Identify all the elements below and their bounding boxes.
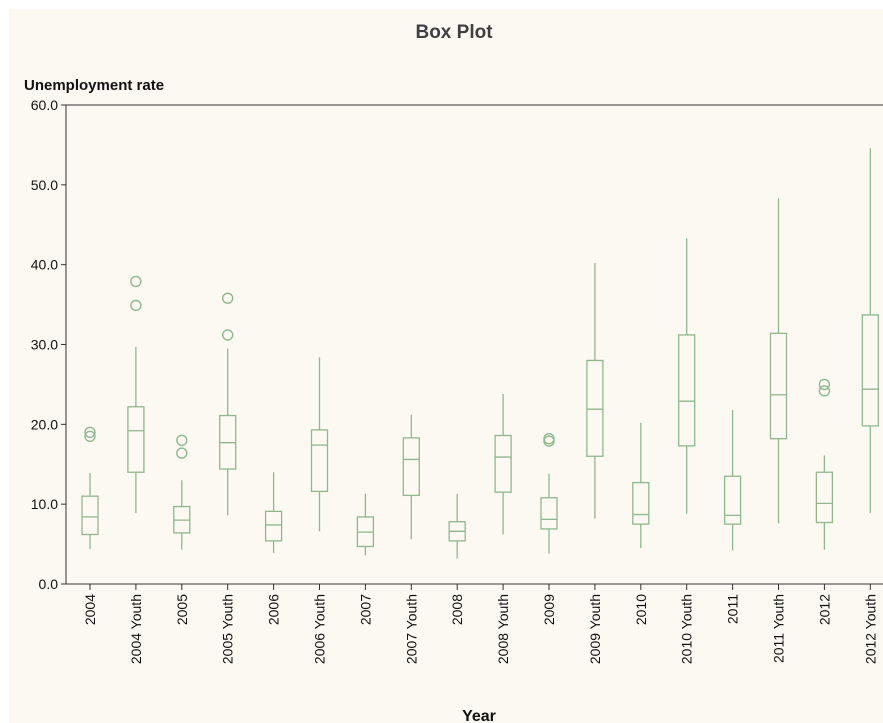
outlier-point xyxy=(221,329,234,341)
outlier-point xyxy=(84,426,96,439)
box-iqr xyxy=(127,406,145,473)
x-tick-label: 2010 Youth xyxy=(679,594,695,664)
box-iqr xyxy=(632,481,650,525)
y-tick-label: 30.0 xyxy=(31,337,58,353)
x-axis-title: Year xyxy=(462,708,496,723)
box-iqr xyxy=(540,497,558,530)
box-iqr xyxy=(81,495,99,536)
y-tick-label: 50.0 xyxy=(31,177,58,193)
box-iqr xyxy=(769,332,788,440)
plot-area: 0.0 10.0 20.0 30.0 40.0 50.0 60.0 2004 2004 Yout… xyxy=(31,97,883,664)
x-tick-label: 2012 xyxy=(816,594,832,625)
y-tick-label: 40.0 xyxy=(31,257,58,273)
outlier-point xyxy=(818,385,831,397)
outlier-point xyxy=(130,275,142,288)
x-tick-label: 2006 xyxy=(266,594,282,625)
y-tick-label: 60.0 xyxy=(31,97,58,113)
outlier-point xyxy=(176,434,188,446)
box-iqr xyxy=(586,359,604,457)
chart-title: Box Plot xyxy=(415,22,493,43)
outlier-point xyxy=(176,447,188,459)
x-tick-label: 2008 Youth xyxy=(495,594,511,664)
x-tick-label: 2004 Youth xyxy=(128,594,144,664)
x-tick-label: 2009 xyxy=(541,594,557,625)
x-tick-label: 2008 xyxy=(449,594,465,625)
x-tick-label: 2011 xyxy=(725,594,741,624)
outlier-point xyxy=(221,292,234,304)
box-iqr xyxy=(723,475,742,525)
outlier-point xyxy=(130,299,142,312)
y-axis-title: Unemployment rate xyxy=(24,77,164,94)
x-tick-label: 2009 Youth xyxy=(587,594,603,664)
x-tick-label: 2006 Youth xyxy=(312,594,328,664)
box-iqr xyxy=(402,437,420,497)
y-tick-label: 10.0 xyxy=(31,496,58,512)
outlier-point xyxy=(543,435,555,447)
y-tick-label: 0.0 xyxy=(39,576,59,592)
x-tick-label: 2010 xyxy=(633,594,649,625)
box-iqr xyxy=(861,314,879,427)
x-tick-label: 2007 Youth xyxy=(403,594,419,664)
x-tick-label: 2005 Youth xyxy=(220,594,236,664)
outlier-point xyxy=(84,430,96,443)
chart-frame: Box Plot Unemployment rate Year 0.0 10.0 2… xyxy=(9,9,883,723)
box-iqr xyxy=(678,334,696,447)
x-tick-label: 2011 Youth xyxy=(771,594,787,663)
x-tick-label: 2012 Youth xyxy=(862,594,878,664)
box-iqr xyxy=(310,429,329,493)
y-tick-label: 20.0 xyxy=(31,416,58,432)
x-tick-label: 2005 xyxy=(174,594,190,625)
x-tick-label: 2007 xyxy=(357,594,373,625)
x-tick-label: 2004 xyxy=(82,594,98,625)
outlier-point xyxy=(818,378,831,391)
box-iqr xyxy=(264,510,283,542)
box-plot-chart: Box Plot Unemployment rate Year 0.0 10.0 2… xyxy=(24,22,883,723)
box-iqr xyxy=(494,434,512,493)
outlier-point xyxy=(543,433,555,445)
box-iqr xyxy=(815,471,834,524)
